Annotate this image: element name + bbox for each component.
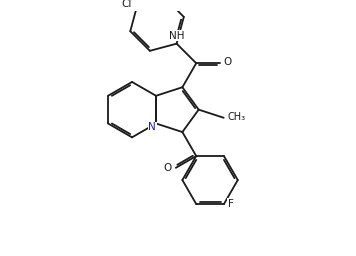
Text: F: F [228,199,234,209]
Text: NH: NH [169,31,184,41]
Text: N: N [148,122,156,132]
Text: O: O [164,163,172,173]
Text: CH₃: CH₃ [227,112,246,122]
Text: O: O [224,57,232,67]
Text: Cl: Cl [121,0,132,9]
